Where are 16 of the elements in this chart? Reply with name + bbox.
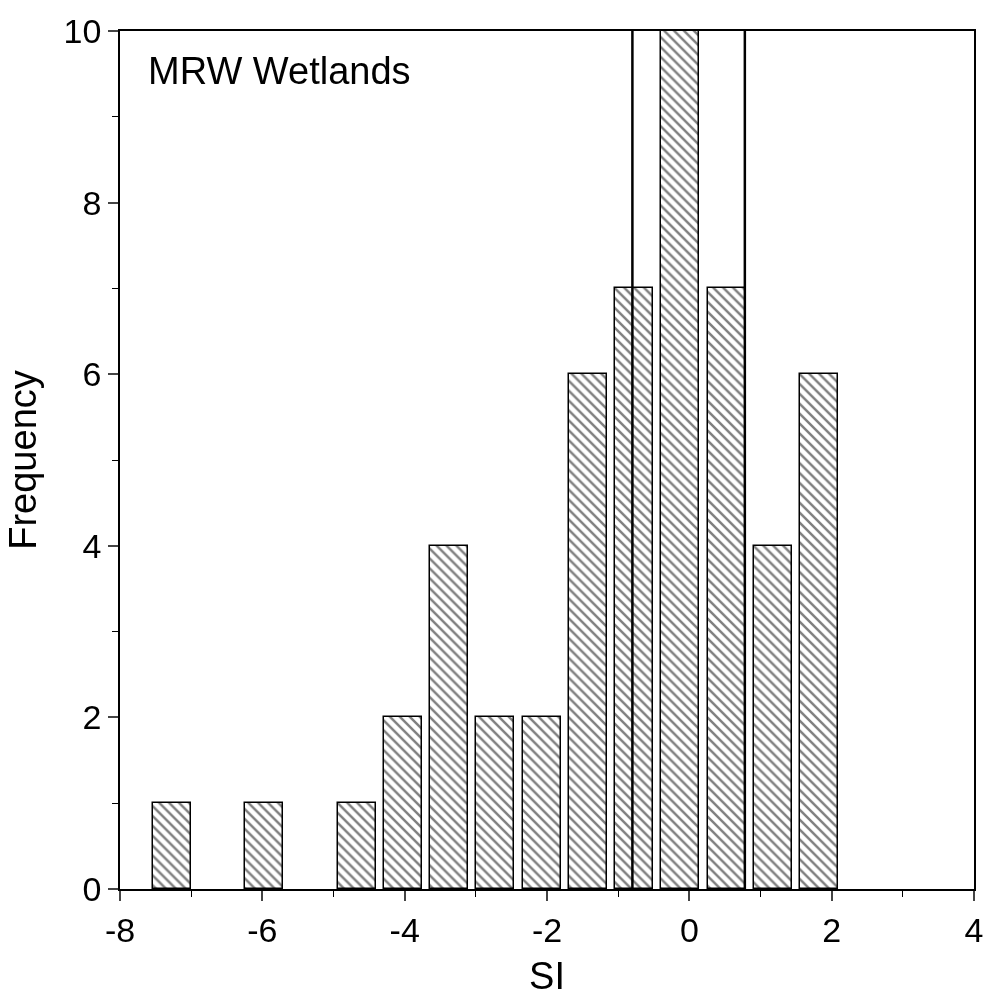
x-tick-label: -2 bbox=[531, 910, 563, 949]
y-tick-label: 10 bbox=[63, 11, 102, 50]
y-tick-label: 2 bbox=[82, 698, 102, 737]
x-axis-title: SI bbox=[529, 955, 565, 998]
x-tick-label: -8 bbox=[104, 910, 136, 949]
y-tick-label: 0 bbox=[82, 869, 102, 908]
y-tick-label: 6 bbox=[82, 355, 102, 394]
annotation: MRW Wetlands bbox=[148, 50, 411, 92]
y-axis-title: Frequency bbox=[2, 370, 45, 550]
x-tick-label: 0 bbox=[679, 910, 699, 949]
x-tick-label: 2 bbox=[822, 910, 842, 949]
x-tick-label: -6 bbox=[247, 910, 278, 949]
x-tick-label: -4 bbox=[389, 910, 420, 949]
x-tick-label: 4 bbox=[964, 910, 984, 949]
y-tick-label: 8 bbox=[82, 183, 102, 222]
y-tick-label: 4 bbox=[82, 526, 102, 565]
